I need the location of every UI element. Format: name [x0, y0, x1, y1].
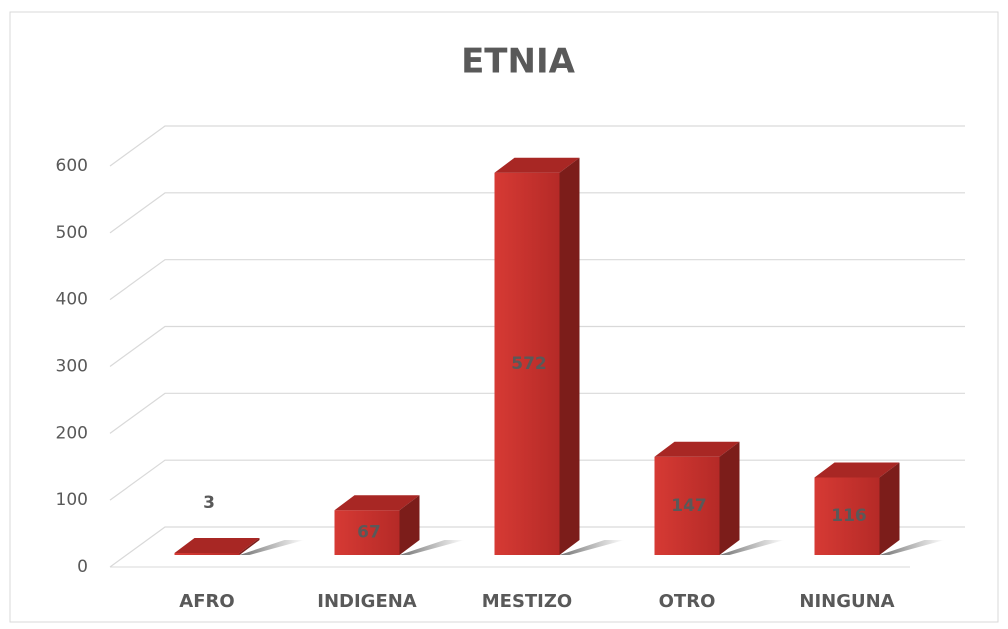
y-tick-label: 200 — [56, 423, 88, 443]
x-tick-label: INDIGENA — [317, 591, 417, 612]
y-tick-label: 400 — [56, 290, 88, 310]
grid-line — [109, 125, 965, 167]
bar-top — [654, 441, 740, 457]
bar-side — [559, 157, 580, 556]
y-tick-label: 0 — [77, 557, 88, 577]
grid-line — [109, 325, 965, 367]
bar — [654, 441, 785, 555]
chart-title: ETNIA — [461, 42, 576, 82]
bar-shadow — [399, 540, 465, 555]
y-tick-label: 500 — [56, 223, 88, 243]
x-tick-label: OTRO — [659, 591, 716, 612]
bar-top — [494, 157, 580, 173]
x-tick-label: NINGUNA — [799, 591, 894, 612]
y-tick-label: 600 — [56, 156, 88, 176]
bar-front — [174, 552, 240, 555]
bar-side — [719, 441, 740, 555]
bar-front — [654, 456, 720, 555]
data-label: 147 — [671, 496, 707, 516]
data-label: 116 — [831, 506, 867, 526]
bar-shadow — [719, 540, 785, 555]
bar-side — [879, 462, 900, 555]
data-label: 572 — [511, 354, 547, 374]
bar-shadow — [239, 540, 305, 555]
bar-side — [239, 537, 260, 555]
grid-line — [109, 192, 965, 234]
bar-front — [494, 172, 560, 556]
y-tick-label: 300 — [56, 357, 88, 377]
y-tick-label: 100 — [56, 490, 88, 510]
bar — [494, 157, 625, 556]
bar-top — [174, 537, 260, 553]
bar-front — [814, 477, 880, 555]
bar-front — [334, 510, 400, 555]
bar-top — [814, 462, 900, 478]
bar — [334, 495, 465, 555]
x-tick-label: AFRO — [179, 591, 234, 612]
bar-shadow — [879, 540, 945, 555]
bar-side — [399, 495, 420, 555]
x-tick-label: MESTIZO — [482, 591, 573, 612]
data-label: 3 — [203, 493, 215, 513]
chart-border — [9, 11, 999, 623]
data-label: 67 — [357, 523, 381, 543]
grid-line — [109, 392, 965, 434]
bar-top — [334, 495, 420, 511]
grid-line — [109, 259, 965, 301]
bar — [814, 462, 945, 555]
bar-shadow — [559, 540, 625, 555]
bar — [174, 537, 305, 555]
